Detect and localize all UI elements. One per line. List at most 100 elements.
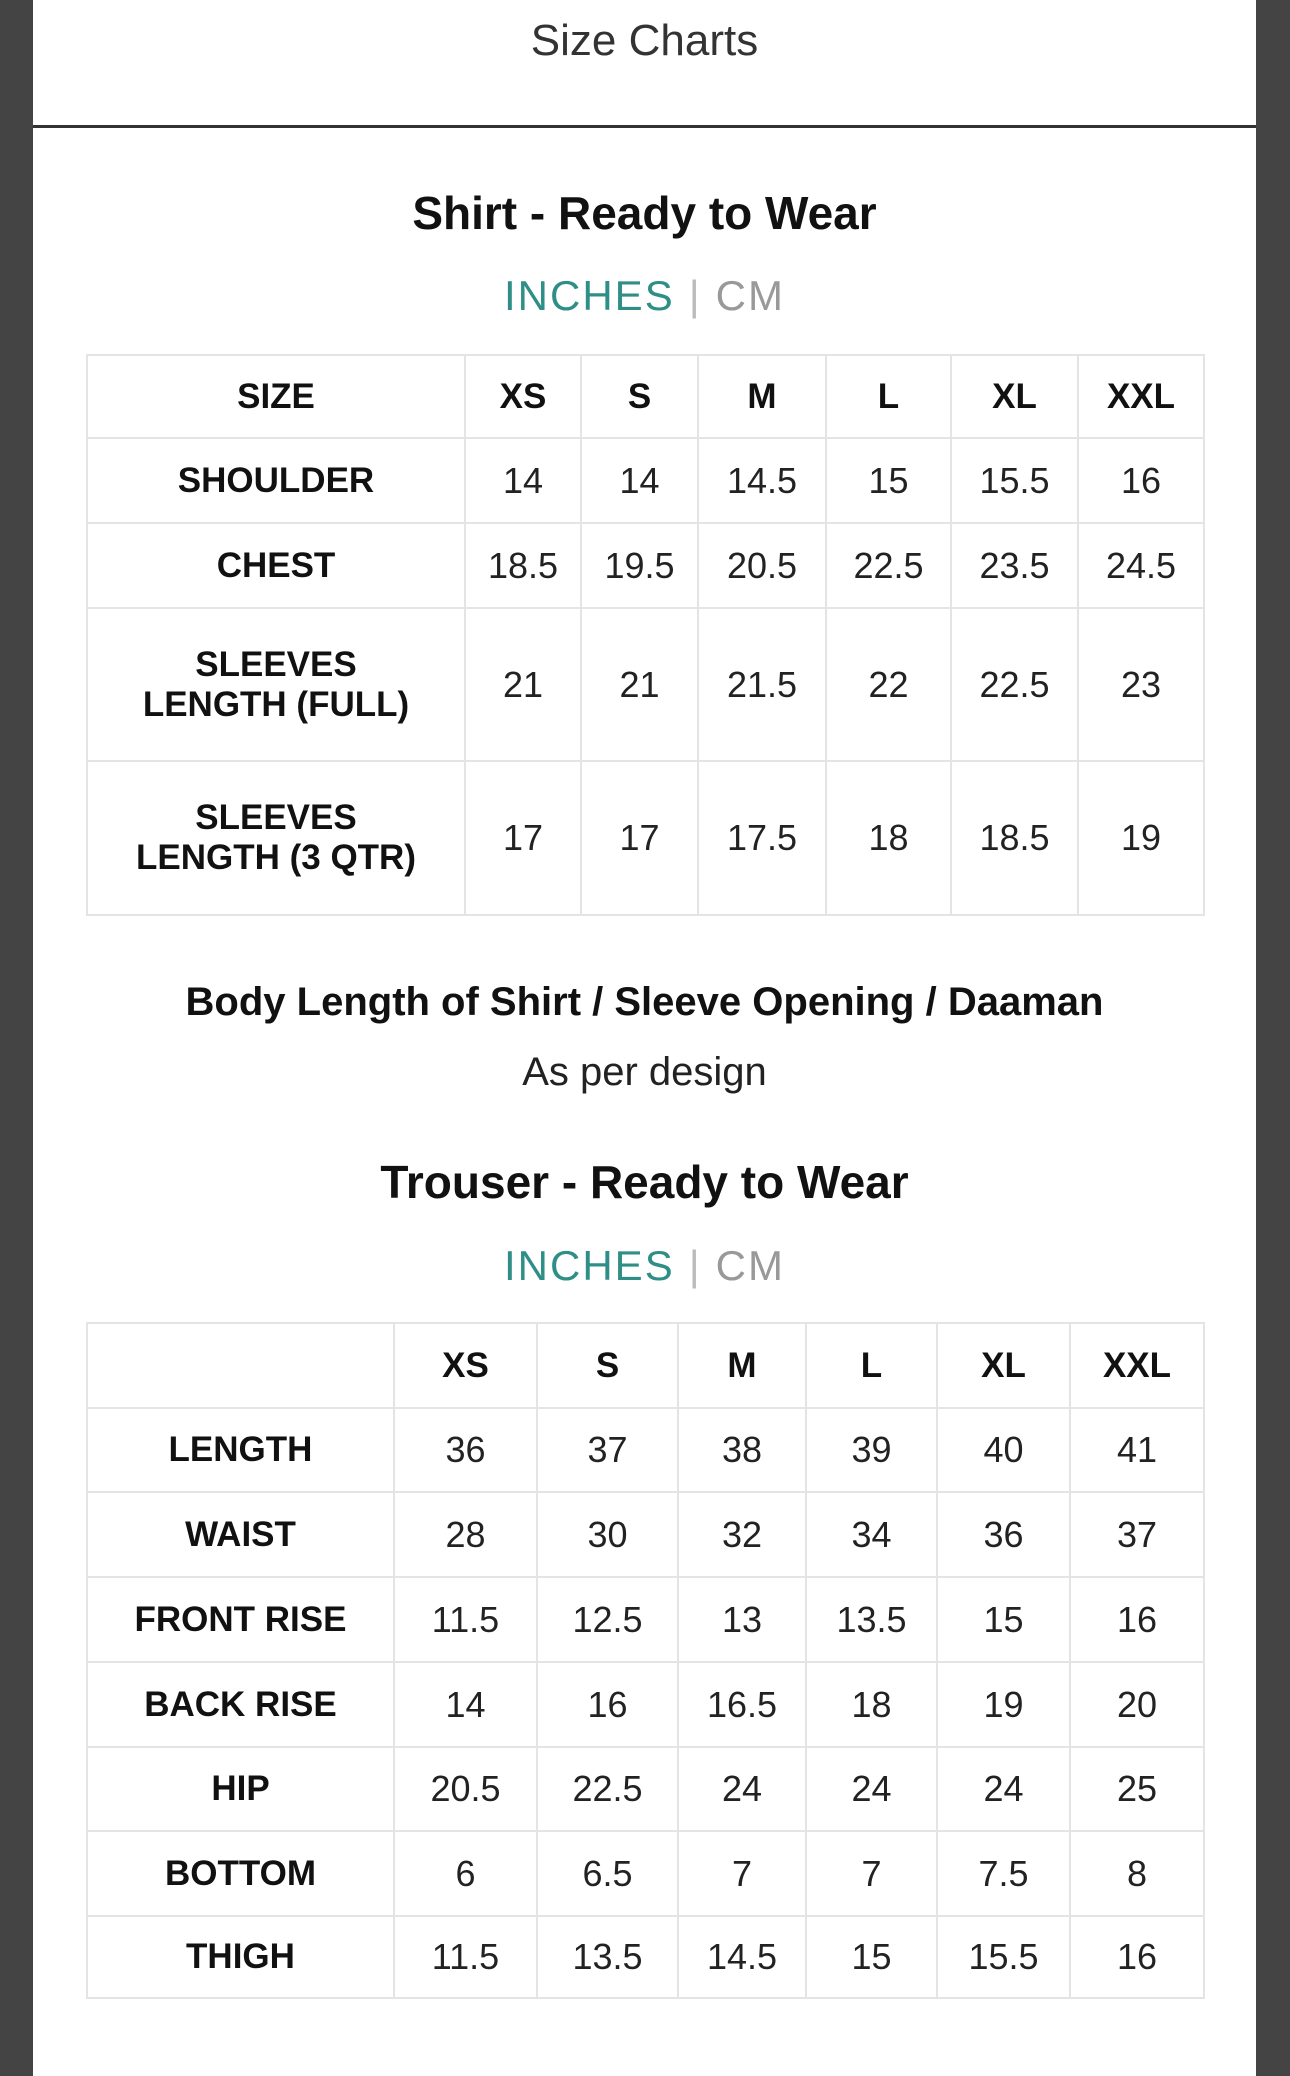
column-header: XS	[393, 1322, 538, 1409]
table-cell: 17	[580, 760, 699, 916]
table-cell: 23	[1077, 607, 1205, 762]
row-label: LENGTH	[86, 1407, 395, 1493]
table-cell: 21.5	[697, 607, 827, 762]
table-row: THIGH 11.5 13.5 14.5 15 15.5 16	[86, 1915, 1205, 1999]
column-header: M	[697, 354, 827, 439]
table-row: HIP 20.5 22.5 24 24 24 25	[86, 1746, 1205, 1832]
table-cell: 24.5	[1077, 522, 1205, 609]
table-cell: 12.5	[536, 1576, 679, 1663]
table-cell: 39	[805, 1407, 938, 1493]
unit-separator: |	[688, 272, 702, 319]
table-cell: 7.5	[936, 1830, 1071, 1917]
table-cell: 14	[580, 437, 699, 524]
table-cell: 16	[536, 1661, 679, 1748]
shirt-size-table: SIZE XS S M L XL XXL SHOULDER 14 14 14.5 15 15.5 16 CH…	[86, 354, 1205, 916]
table-cell: 20.5	[393, 1746, 538, 1832]
table-cell: 8	[1069, 1830, 1205, 1917]
row-label: SLEEVES LENGTH (FULL)	[86, 607, 466, 762]
table-cell: 37	[536, 1407, 679, 1493]
table-cell: 17	[464, 760, 582, 916]
table-cell: 11.5	[393, 1576, 538, 1663]
table-cell: 21	[580, 607, 699, 762]
table-cell: 18	[805, 1661, 938, 1748]
trouser-title: Trouser - Ready to Wear	[380, 1156, 909, 1208]
trouser-size-table: XS S M L XL XXL LENGTH 36 37 38 39 40 41 WAIST 28 30 32 3…	[86, 1322, 1205, 1999]
table-cell: 22.5	[536, 1746, 679, 1832]
size-chart-modal: Size Charts Shirt - Ready to Wear INCHES…	[33, 0, 1256, 2076]
modal-title: Size Charts	[530, 16, 759, 65]
table-cell: 22.5	[825, 522, 952, 609]
trouser-unit-toggle: INCHES | CM	[33, 1242, 1256, 1290]
note-text: As per design	[522, 1050, 767, 1094]
shirt-title: Shirt - Ready to Wear	[412, 187, 877, 239]
table-cell: 14	[464, 437, 582, 524]
table-row: CHEST 18.5 19.5 20.5 22.5 23.5 24.5	[86, 522, 1205, 609]
table-cell: 41	[1069, 1407, 1205, 1493]
table-cell: 7	[677, 1830, 807, 1917]
table-cell: 40	[936, 1407, 1071, 1493]
row-label: BACK RISE	[86, 1661, 395, 1748]
note-title: Body Length of Shirt / Sleeve Opening / …	[185, 980, 1104, 1024]
column-header: L	[805, 1322, 938, 1409]
table-cell: 28	[393, 1491, 538, 1578]
row-label: THIGH	[86, 1915, 395, 1999]
table-cell: 13	[677, 1576, 807, 1663]
table-cell: 7	[805, 1830, 938, 1917]
column-header: XS	[464, 354, 582, 439]
table-row: SLEEVES LENGTH (FULL) 21 21 21.5 22 22.5 23	[86, 607, 1205, 762]
column-header: XL	[936, 1322, 1071, 1409]
column-header: S	[580, 354, 699, 439]
table-cell: 24	[677, 1746, 807, 1832]
shirt-cm-tab[interactable]: CM	[715, 272, 785, 319]
table-row: SHOULDER 14 14 14.5 15 15.5 16	[86, 437, 1205, 524]
table-row: LENGTH 36 37 38 39 40 41	[86, 1407, 1205, 1493]
shirt-inches-tab[interactable]: INCHES	[504, 272, 675, 319]
column-header: M	[677, 1322, 807, 1409]
row-label: FRONT RISE	[86, 1576, 395, 1663]
table-cell: 18	[825, 760, 952, 916]
column-header: SIZE	[86, 354, 466, 439]
table-cell: 15	[936, 1576, 1071, 1663]
trouser-inches-tab[interactable]: INCHES	[504, 1242, 675, 1289]
table-cell: 15	[805, 1915, 938, 1999]
table-row: BACK RISE 14 16 16.5 18 19 20	[86, 1661, 1205, 1748]
column-header: XL	[950, 354, 1079, 439]
table-cell: 16	[1077, 437, 1205, 524]
table-cell: 14.5	[677, 1915, 807, 1999]
table-cell: 38	[677, 1407, 807, 1493]
row-label: CHEST	[86, 522, 466, 609]
table-row: FRONT RISE 11.5 12.5 13 13.5 15 16	[86, 1576, 1205, 1663]
row-label: SHOULDER	[86, 437, 466, 524]
table-cell: 22.5	[950, 607, 1079, 762]
table-cell: 19	[936, 1661, 1071, 1748]
table-cell: 18.5	[950, 760, 1079, 916]
table-cell: 30	[536, 1491, 679, 1578]
header-divider	[33, 125, 1256, 128]
table-cell: 17.5	[697, 760, 827, 916]
table-row: SLEEVES LENGTH (3 QTR) 17 17 17.5 18 18.5 19	[86, 760, 1205, 916]
table-cell: 23.5	[950, 522, 1079, 609]
table-cell: 15	[825, 437, 952, 524]
table-cell: 37	[1069, 1491, 1205, 1578]
header-row: XS S M L XL XXL	[86, 1322, 1205, 1409]
table-cell: 18.5	[464, 522, 582, 609]
column-header: XXL	[1077, 354, 1205, 439]
row-label: HIP	[86, 1746, 395, 1832]
table-row: BOTTOM 6 6.5 7 7 7.5 8	[86, 1830, 1205, 1917]
table-cell: 11.5	[393, 1915, 538, 1999]
column-header: L	[825, 354, 952, 439]
row-label: BOTTOM	[86, 1830, 395, 1917]
table-cell: 22	[825, 607, 952, 762]
table-cell: 14.5	[697, 437, 827, 524]
unit-separator: |	[688, 1242, 702, 1289]
table-cell: 15.5	[936, 1915, 1071, 1999]
trouser-cm-tab[interactable]: CM	[715, 1242, 785, 1289]
table-cell: 19.5	[580, 522, 699, 609]
table-cell: 6	[393, 1830, 538, 1917]
table-cell: 20.5	[697, 522, 827, 609]
shirt-unit-toggle: INCHES | CM	[33, 272, 1256, 320]
table-cell: 25	[1069, 1746, 1205, 1832]
table-cell: 34	[805, 1491, 938, 1578]
table-cell: 16.5	[677, 1661, 807, 1748]
table-cell: 13.5	[805, 1576, 938, 1663]
